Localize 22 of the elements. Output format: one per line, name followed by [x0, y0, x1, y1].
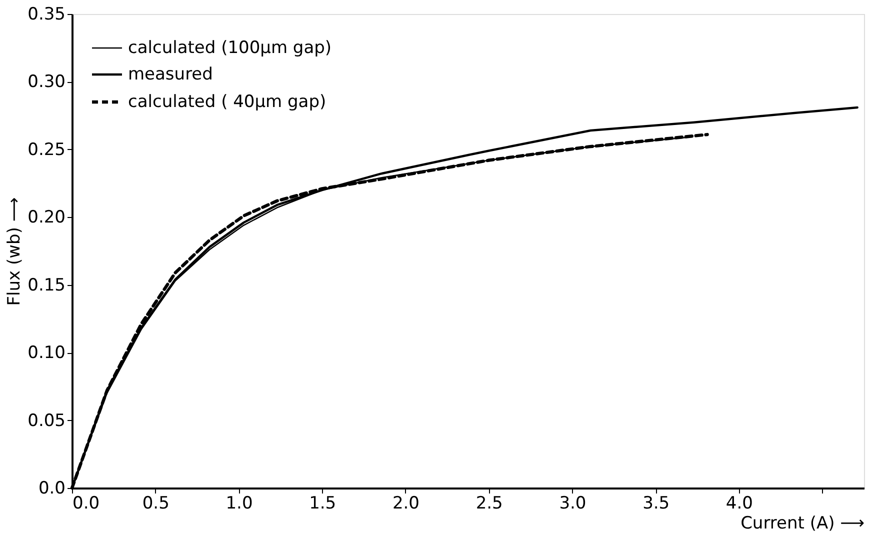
legend-label: measured [128, 64, 213, 84]
legend-label: calculated (100µm gap) [128, 38, 332, 58]
x-tick-label: 0.5 [142, 494, 170, 514]
y-tick-label: 0.10 [28, 343, 66, 364]
x-tick-label: 1.0 [226, 494, 253, 514]
x-tick-label: 3.0 [559, 494, 586, 514]
y-tick-label: 0.0 [38, 478, 66, 498]
y-tick-label: 0.35 [28, 4, 66, 24]
y-tick-label: 0.20 [28, 208, 66, 228]
x-tick-label: 2.5 [476, 494, 503, 514]
y-tick-label: 0.25 [28, 140, 66, 160]
x-tick-label: 4.0 [726, 494, 753, 514]
x-tick-label: 0.0 [72, 494, 100, 514]
x-tick-label: 3.5 [642, 494, 670, 514]
y-tick-label: 0.05 [28, 410, 66, 431]
y-axis-title: Flux (wb) ⟶ [4, 197, 25, 306]
x-tick-label: 2.0 [392, 494, 420, 514]
y-tick-label: 0.15 [28, 275, 66, 296]
x-tick-label: 1.5 [309, 494, 336, 514]
legend-label: calculated ( 40µm gap) [128, 92, 326, 112]
x-axis-title: Current (A) ⟶ [740, 514, 864, 534]
y-tick-label: 0.30 [28, 72, 66, 92]
